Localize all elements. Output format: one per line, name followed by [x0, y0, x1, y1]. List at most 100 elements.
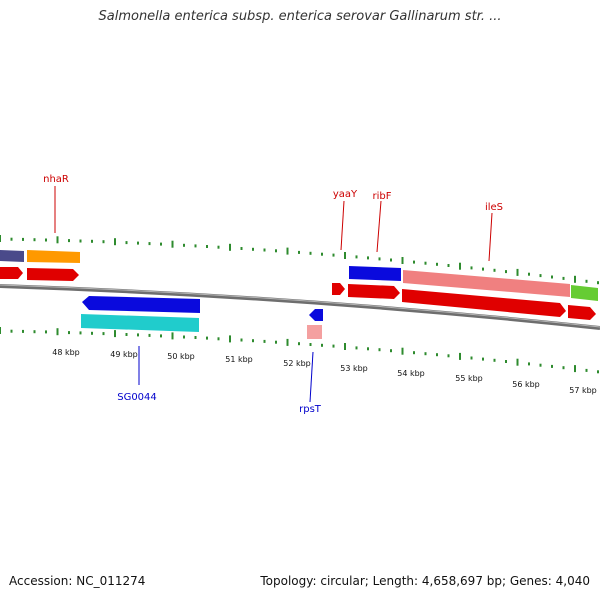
minor-tick [493, 358, 496, 362]
gene-block-blue-top[interactable] [349, 266, 401, 281]
major-tick [344, 343, 346, 350]
minor-tick [240, 247, 243, 250]
minor-tick [206, 336, 208, 340]
major-tick [171, 332, 174, 340]
upper-tick-track [0, 235, 599, 285]
reverse-genes [81, 296, 323, 339]
minor-tick [298, 250, 300, 254]
minor-tick [68, 239, 70, 243]
minor-tick [194, 336, 197, 339]
major-tick [286, 247, 289, 255]
major-tick [56, 328, 59, 336]
minor-tick [275, 340, 277, 344]
kbp-label: 55 kbp [455, 374, 483, 383]
minor-tick [528, 272, 530, 276]
gene-arrow-SG0044[interactable] [82, 296, 200, 313]
minor-tick [378, 348, 381, 352]
kbp-label: 50 kbp [167, 352, 195, 361]
minor-tick [240, 338, 243, 342]
minor-tick [183, 335, 185, 339]
leader-rpsT [309, 351, 314, 403]
minor-tick [183, 243, 185, 247]
kbp-label: 53 kbp [340, 364, 368, 373]
gene-block-green[interactable] [571, 285, 598, 301]
minor-tick [10, 237, 13, 241]
minor-tick [125, 333, 128, 336]
gene-label-nhaR[interactable]: nhaR [43, 174, 69, 185]
gene-arrow-ribF[interactable] [348, 284, 400, 299]
leader-ileS [488, 212, 493, 262]
major-tick [0, 235, 1, 242]
kbp-label: 51 kbp [225, 355, 253, 364]
minor-tick [470, 356, 473, 360]
minor-tick [309, 251, 312, 255]
minor-tick [45, 238, 47, 242]
minor-tick [390, 258, 392, 262]
kbp-label: 54 kbp [397, 369, 425, 378]
gene-block-cyan[interactable] [81, 314, 199, 332]
gene-arrow-nhaR[interactable] [27, 268, 79, 281]
genome-backbone-highlight [0, 284, 600, 328]
gene-label-yaaY[interactable]: yaaY [333, 189, 358, 200]
minor-tick [91, 239, 93, 243]
minor-tick [597, 370, 599, 374]
minor-tick [217, 337, 220, 341]
minor-tick [252, 339, 254, 343]
minor-tick [68, 331, 70, 335]
minor-tick [194, 244, 197, 248]
minor-tick [160, 242, 162, 246]
minor-tick [562, 366, 565, 370]
gene-arrow-rpsT[interactable] [309, 309, 323, 321]
gene-label-ileS[interactable]: ileS [485, 202, 503, 213]
gene-block-salmon-ileS[interactable] [403, 270, 570, 297]
major-tick [516, 358, 519, 366]
gene-label-ribF[interactable]: ribF [373, 191, 392, 202]
gene-arrow-ileS[interactable] [402, 289, 566, 317]
minor-tick [436, 262, 438, 266]
minor-tick [413, 351, 415, 355]
minor-tick [378, 257, 381, 261]
genome-summary-text: Topology: circular; Length: 4,658,697 bp… [260, 574, 590, 588]
minor-tick [355, 255, 358, 259]
minor-tick [447, 264, 450, 267]
minor-tick [148, 242, 151, 246]
minor-tick [309, 343, 312, 346]
major-tick [344, 252, 346, 259]
minor-tick [482, 267, 484, 271]
accession-text: Accession: NC_011274 [9, 574, 146, 588]
major-tick [286, 338, 289, 346]
genome-backbone [0, 284, 600, 330]
minor-tick [539, 274, 542, 278]
minor-tick [585, 279, 588, 283]
minor-tick [424, 352, 427, 356]
minor-tick [505, 360, 507, 363]
minor-tick [45, 330, 47, 334]
major-tick [229, 335, 231, 343]
minor-tick [275, 249, 277, 253]
gene-label-SG0044[interactable]: SG0044 [117, 392, 157, 403]
minor-tick [367, 256, 369, 260]
major-tick [229, 243, 231, 251]
minor-tick [33, 238, 36, 242]
major-tick [171, 240, 174, 248]
gene-block-pink-rpsT[interactable] [307, 325, 322, 339]
minor-tick [22, 237, 24, 241]
gene-arrow-yaaY[interactable] [332, 283, 345, 295]
kbp-label: 57 kbp [569, 386, 597, 395]
gene-arrow-red-right[interactable] [568, 305, 596, 320]
major-tick [114, 330, 116, 338]
gene-block-orange[interactable] [27, 250, 80, 263]
gene-arrow-red-left[interactable] [0, 267, 23, 279]
minor-tick [482, 357, 484, 361]
gene-label-rpsT[interactable]: rpsT [299, 404, 322, 415]
gene-block-dark-left[interactable] [0, 250, 24, 262]
minor-tick [102, 240, 105, 244]
major-tick [574, 275, 576, 283]
minor-tick [33, 330, 36, 334]
minor-tick [263, 248, 266, 252]
major-tick [56, 236, 59, 244]
minor-tick [539, 363, 542, 367]
kbp-label: 56 kbp [512, 380, 540, 389]
major-tick [401, 347, 404, 355]
